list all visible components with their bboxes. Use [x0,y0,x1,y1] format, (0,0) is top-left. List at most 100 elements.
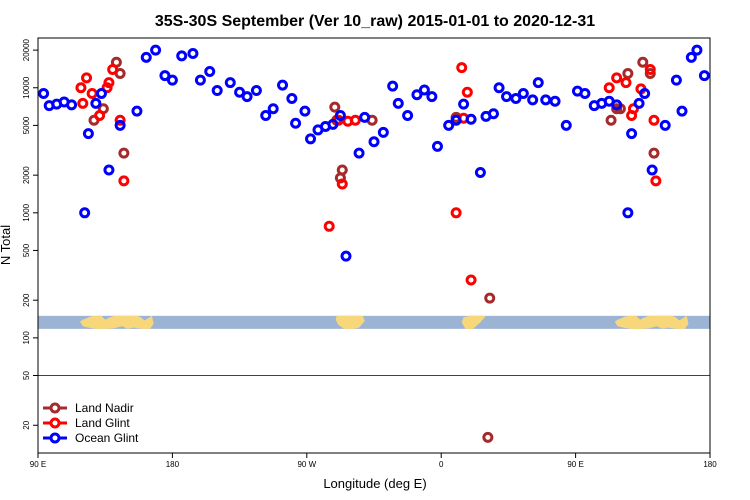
data-point [241,91,253,103]
y-tick-label: 200 [22,293,31,307]
x-tick-label: 90 E [567,460,583,469]
data-point [648,147,660,159]
data-point [114,119,126,131]
data-point [456,62,468,74]
data-point [204,65,216,77]
data-point [66,99,78,111]
data-point [277,79,289,91]
data-point [107,63,119,75]
data-point [622,68,634,80]
data-point [418,84,430,96]
data-point [353,147,365,159]
y-tick-label: 50 [22,371,31,380]
data-point [670,74,682,86]
y-tick-label: 10000 [22,76,31,99]
legend-marker [49,402,61,414]
data-point [627,103,639,115]
data-point [323,220,335,232]
data-point [527,94,539,106]
data-point [611,72,623,84]
data-point [334,110,346,122]
data-point [426,91,438,103]
data-point [648,114,660,126]
data-point [290,117,302,129]
data-point [626,128,638,140]
y-tick-label: 5000 [22,116,31,134]
data-point [549,95,561,107]
data-point [187,47,199,59]
data-point [517,87,529,99]
australia-land [80,315,154,329]
data-point [622,207,634,219]
series-ocean-glint [38,44,710,262]
data-point [267,103,279,115]
data-point [411,89,423,101]
data-point [540,94,552,106]
data-point [336,164,348,176]
y-tick-label: 20000 [22,38,31,61]
y-tick-label: 500 [22,243,31,257]
data-point [94,110,106,122]
data-point [487,108,499,120]
australia-land-repeat [614,315,689,329]
legend-label: Land Glint [75,416,130,430]
data-point [114,114,126,126]
data-point [450,207,462,219]
data-point [349,114,361,126]
data-point [474,167,486,179]
legend-marker [49,432,61,444]
data-point [443,119,455,131]
data-point [286,93,298,105]
data-point [75,82,87,94]
legend-label: Ocean Glint [75,431,139,445]
land-strip [38,315,710,329]
data-point [329,101,341,113]
y-axis-label: N Total [0,225,13,265]
data-point [659,119,671,131]
x-axis-label: Longitude (deg E) [323,476,426,491]
data-point [224,77,236,89]
data-point [103,77,115,89]
data-point [103,164,115,176]
data-point [482,431,494,443]
y-tick-label: 1000 [22,203,31,221]
data-point [336,178,348,190]
data-point [260,110,272,122]
data-point [150,44,162,56]
data-point [392,97,404,109]
data-point [639,87,651,99]
data-point [611,99,623,111]
data-point [77,97,89,109]
x-tick-label: 180 [166,460,180,469]
data-point [493,82,505,94]
data-point [340,250,352,262]
data-point [387,80,399,92]
data-point [140,51,152,63]
data-point [131,105,143,117]
y-axis: 20 50 100 200 500 1000 2000 5000 10000 20000 [22,38,38,430]
x-tick-label: 0 [439,460,444,469]
data-point [118,147,130,159]
data-point [431,140,443,152]
data-point [176,50,188,62]
data-point [86,87,98,99]
data-point [450,114,462,126]
x-tick-label: 180 [703,460,717,469]
x-tick-label: 90 E [30,460,46,469]
data-point [90,97,102,109]
y-tick-label: 100 [22,331,31,345]
data-point [458,98,470,110]
data-point [644,63,656,75]
data-point [605,114,617,126]
data-point [118,175,130,187]
data-point [484,292,496,304]
data-point [101,82,113,94]
data-point [560,119,572,131]
data-point [461,86,473,98]
data-point [159,70,171,82]
data-point [377,126,389,138]
data-point [676,105,688,117]
data-point [234,86,246,98]
data-point [305,133,317,145]
